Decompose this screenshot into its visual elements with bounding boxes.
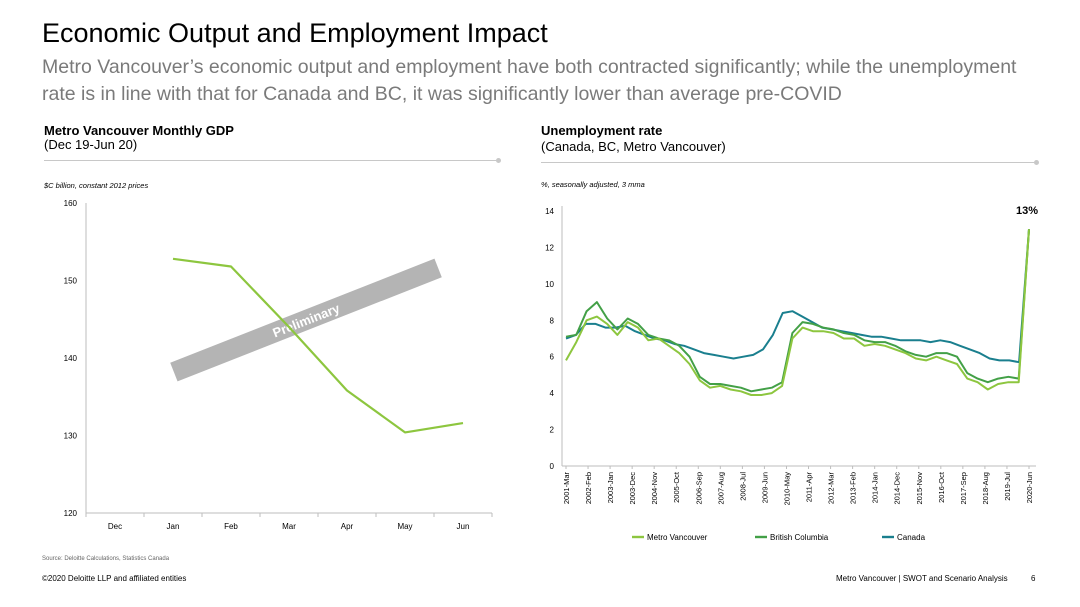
unemployment-y-tick-label: 14	[545, 207, 554, 216]
unemployment-series-british-columbia	[565, 229, 1030, 393]
unemployment-x-tick-label: 2012-Mar	[827, 472, 836, 505]
unemployment-x-tick-label: 2001-Mar	[562, 472, 571, 505]
gdp-y-tick-label: 130	[64, 432, 78, 441]
unemployment-y-tick-label: 2	[550, 426, 555, 435]
gdp-x-tick-label: Apr	[341, 522, 354, 531]
gdp-x-tick-label: Feb	[224, 522, 238, 531]
unemployment-y-tick-label: 4	[550, 389, 555, 398]
unemployment-separator-dot	[1034, 160, 1039, 165]
unemployment-x-tick-label: 2007-Aug	[716, 472, 725, 505]
legend-label: Metro Vancouver	[647, 533, 708, 542]
gdp-separator	[44, 160, 498, 161]
source-note: Source: Deloitte Calculations, Statistic…	[42, 556, 170, 562]
gdp-x-tick-label: Dec	[108, 522, 122, 531]
gdp-y-tick-label: 120	[64, 509, 78, 518]
unemployment-x-tick-label: 2010-May	[782, 472, 791, 506]
unemployment-x-tick-label: 2013-Feb	[849, 472, 858, 504]
unemployment-x-tick-label: 2014-Jan	[871, 472, 880, 503]
gdp-y-tick-label: 140	[64, 354, 78, 363]
preliminary-band-rect	[170, 258, 442, 382]
copyright-text: ©2020 Deloitte LLP and affiliated entiti…	[42, 574, 187, 583]
unemployment-chart-subtitle: (Canada, BC, Metro Vancouver)	[541, 139, 726, 154]
unemployment-x-tick-label: 2008-Jul	[738, 472, 747, 501]
gdp-y-tick-label: 150	[64, 277, 78, 286]
unemployment-x-tick-label: 2009-Jun	[760, 472, 769, 503]
gdp-x-tick-label: May	[397, 522, 412, 531]
unemployment-y-tick-label: 6	[550, 353, 555, 362]
unemployment-x-tick-label: 2019-Jul	[1003, 472, 1012, 501]
gdp-x-tick-label: Mar	[282, 522, 296, 531]
unemployment-series-canada	[565, 229, 1030, 364]
legend-label: Canada	[897, 533, 926, 542]
unemployment-series-metro-vancouver	[565, 229, 1030, 396]
gdp-series-line	[172, 257, 464, 434]
unemployment-y-tick-label: 10	[545, 280, 554, 289]
unemployment-y-tick-label: 0	[550, 462, 555, 471]
unemployment-x-tick-label: 2005-Oct	[672, 471, 681, 503]
gdp-x-tick-label: Jun	[457, 522, 470, 531]
unemployment-x-tick-label: 2003-Jan	[606, 472, 615, 503]
gdp-x-tick-label: Jan	[167, 522, 180, 531]
unemployment-y-tick-label: 8	[550, 316, 555, 325]
legend-label: British Columbia	[770, 533, 829, 542]
unemployment-x-tick-label: 2020-Jun	[1025, 472, 1034, 503]
gdp-chart-subtitle: (Dec 19-Jun 20)	[44, 137, 138, 152]
unemployment-units-note: %, seasonally adjusted, 3 mma	[541, 180, 645, 189]
gdp-y-tick-label: 160	[64, 199, 78, 208]
page-number: 6	[1031, 574, 1036, 583]
unemployment-x-tick-label: 2011-Apr	[805, 471, 814, 502]
gdp-chart-title: Metro Vancouver Monthly GDP	[44, 123, 234, 138]
unemployment-chart-title: Unemployment rate	[541, 123, 663, 138]
unemployment-x-tick-label: 2018-Aug	[981, 472, 990, 505]
unemployment-x-tick-label: 2002-Feb	[584, 472, 593, 504]
footer-document-title: Metro Vancouver | SWOT and Scenario Anal…	[836, 574, 1008, 583]
unemployment-y-tick-label: 12	[545, 243, 554, 252]
unemployment-x-tick-label: 2003-Dec	[628, 472, 637, 505]
peak-annotation: 13%	[1016, 205, 1038, 217]
slide-title: Economic Output and Employment Impact	[42, 18, 548, 48]
unemployment-x-tick-label: 2015-Nov	[915, 472, 924, 505]
gdp-units-note: $C billion, constant 2012 prices	[44, 181, 149, 190]
unemployment-x-tick-label: 2017-Sep	[959, 472, 968, 505]
unemployment-x-tick-label: 2016-Oct	[937, 471, 946, 503]
slide-subtitle: Metro Vancouver’s economic output and em…	[42, 56, 1017, 105]
unemployment-x-tick-label: 2006-Sep	[694, 472, 703, 505]
gdp-separator-dot	[496, 158, 501, 163]
unemployment-x-tick-label: 2004-Nov	[650, 472, 659, 505]
unemployment-x-tick-label: 2014-Dec	[893, 472, 902, 505]
unemployment-separator	[541, 162, 1036, 163]
